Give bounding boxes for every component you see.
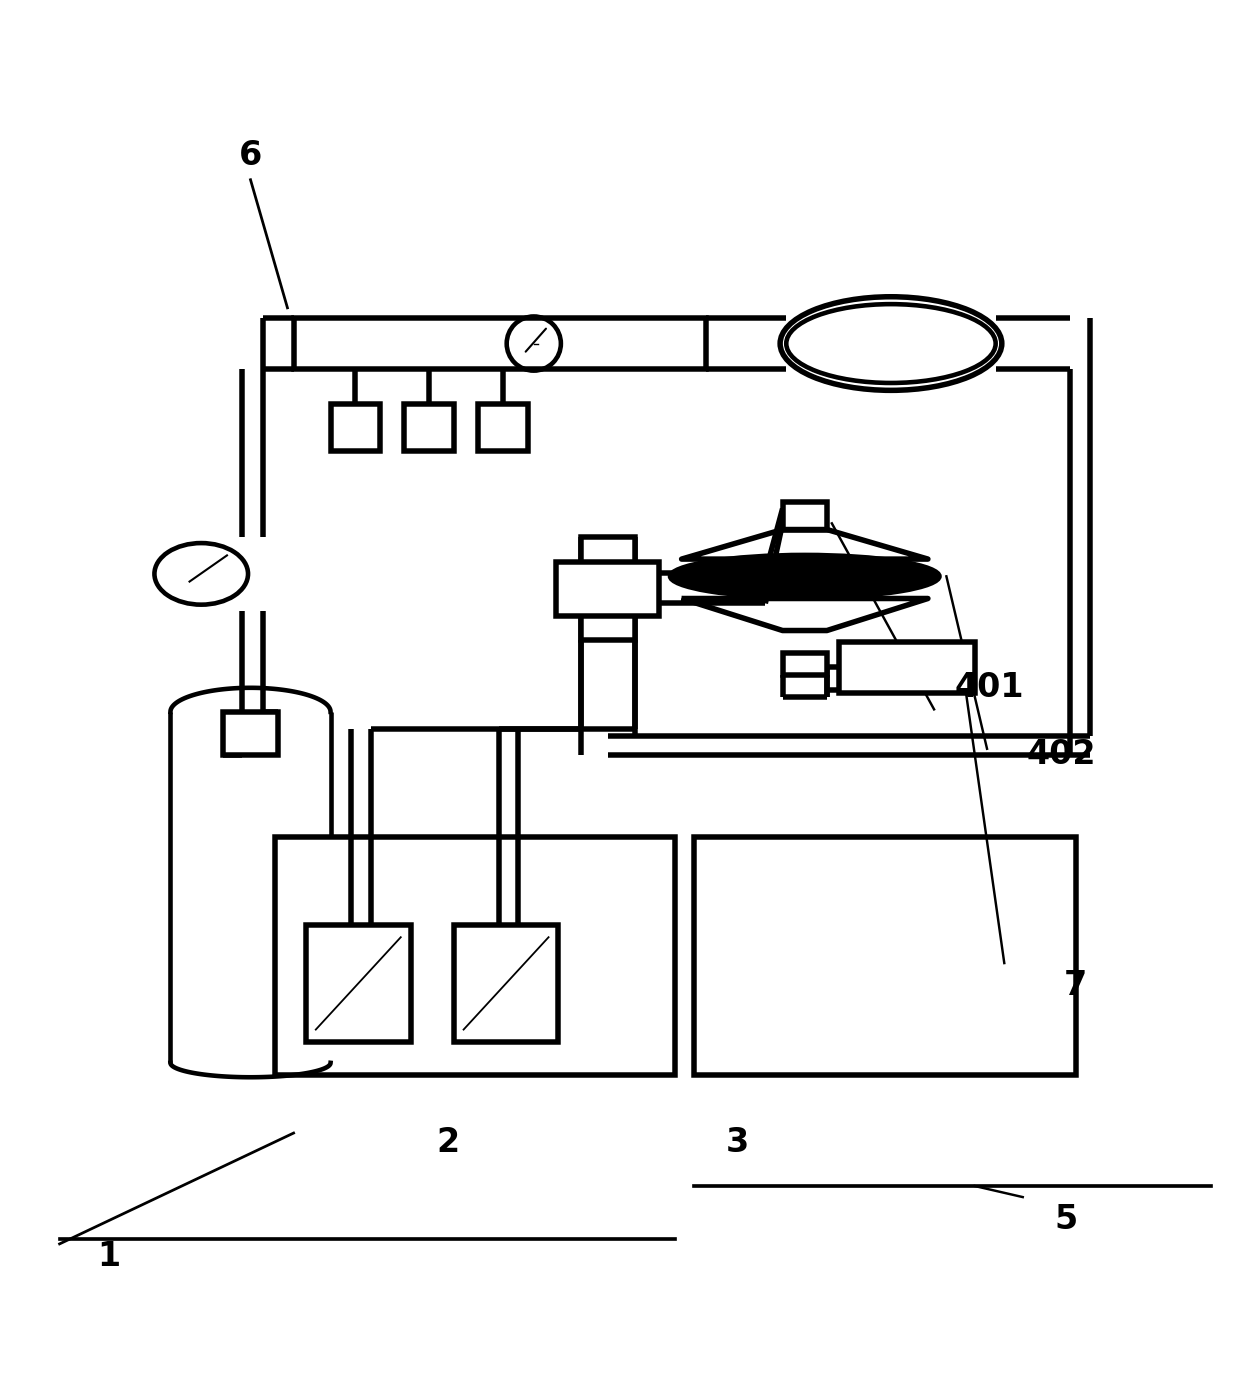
Text: 3: 3 — [725, 1126, 749, 1160]
Bar — [294, 318, 707, 369]
Bar — [275, 838, 676, 1076]
Text: 1: 1 — [97, 1240, 120, 1273]
Ellipse shape — [155, 543, 248, 604]
Ellipse shape — [670, 554, 940, 599]
Bar — [556, 561, 660, 616]
Bar — [782, 502, 827, 530]
Bar — [223, 712, 278, 755]
Bar — [404, 404, 454, 450]
Text: 2: 2 — [436, 1126, 459, 1160]
Bar — [331, 404, 379, 450]
Bar — [580, 537, 635, 641]
Text: 402: 402 — [1027, 739, 1096, 771]
Text: 5: 5 — [1054, 1203, 1078, 1235]
Bar — [479, 404, 528, 450]
Text: 7: 7 — [1064, 968, 1087, 1002]
Bar — [306, 925, 410, 1042]
Text: 6: 6 — [239, 139, 262, 172]
Ellipse shape — [786, 304, 996, 383]
Ellipse shape — [780, 297, 1002, 390]
Bar — [839, 642, 975, 694]
Bar — [782, 653, 827, 674]
Bar — [694, 838, 1076, 1076]
Text: 401: 401 — [955, 670, 1024, 704]
Bar — [454, 925, 558, 1042]
